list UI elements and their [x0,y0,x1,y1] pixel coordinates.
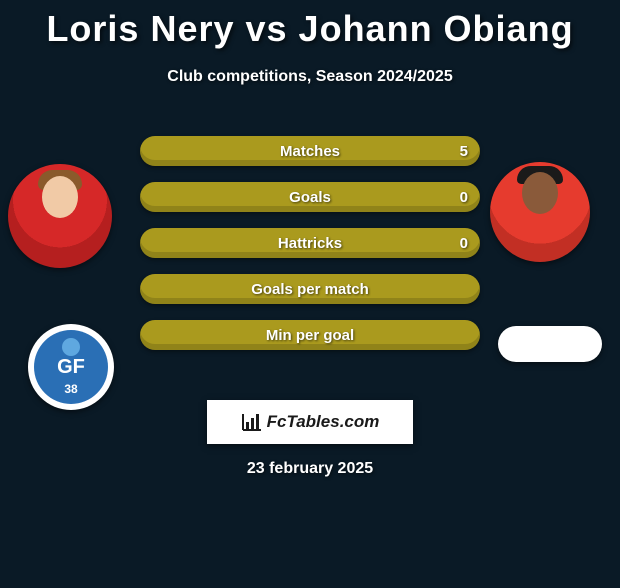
club-badge-num: 38 [64,382,77,396]
player2-avatar [490,162,590,262]
stat-label: Matches [280,143,340,160]
stat-label: Hattricks [278,235,342,252]
stat-label: Min per goal [266,327,354,344]
brand-logo: FcTables.com [241,412,380,432]
player2-club-badge [498,326,602,362]
brand-text: FcTables.com [267,412,380,432]
subtitle: Club competitions, Season 2024/2025 [0,68,620,86]
stat-left-value [122,320,138,350]
stat-row-min-per-goal: Min per goal [140,320,480,350]
stat-left-value [122,228,138,258]
stat-label: Goals per match [251,281,369,298]
stat-left-value [122,182,138,212]
stat-right-value: 0 [460,228,468,258]
player1-club-badge: GF 38 [28,324,114,410]
stat-left-value [122,136,138,166]
page-title: Loris Nery vs Johann Obiang [0,8,620,50]
stat-label: Goals [289,189,331,206]
brand-chart-icon [241,412,263,432]
club-badge-inner: GF 38 [34,330,108,404]
stat-right-value: 0 [460,182,468,212]
club-badge-text: GF [57,356,85,379]
stat-row-hattricks: Hattricks 0 [140,228,480,258]
stats-list: Matches 5 Goals 0 Hattricks 0 Goals per … [140,136,480,366]
comparison-panel: GF 38 Matches 5 Goals 0 Hattricks 0 Goal… [0,116,620,436]
stat-left-value [122,274,138,304]
stat-right-value: 5 [460,136,468,166]
brand-box: FcTables.com [207,400,413,444]
date-label: 23 february 2025 [0,460,620,478]
stat-row-goals-per-match: Goals per match [140,274,480,304]
stat-row-goals: Goals 0 [140,182,480,212]
player1-avatar [8,164,112,268]
player2-face [522,172,558,214]
stat-row-matches: Matches 5 [140,136,480,166]
player1-face [42,176,78,218]
